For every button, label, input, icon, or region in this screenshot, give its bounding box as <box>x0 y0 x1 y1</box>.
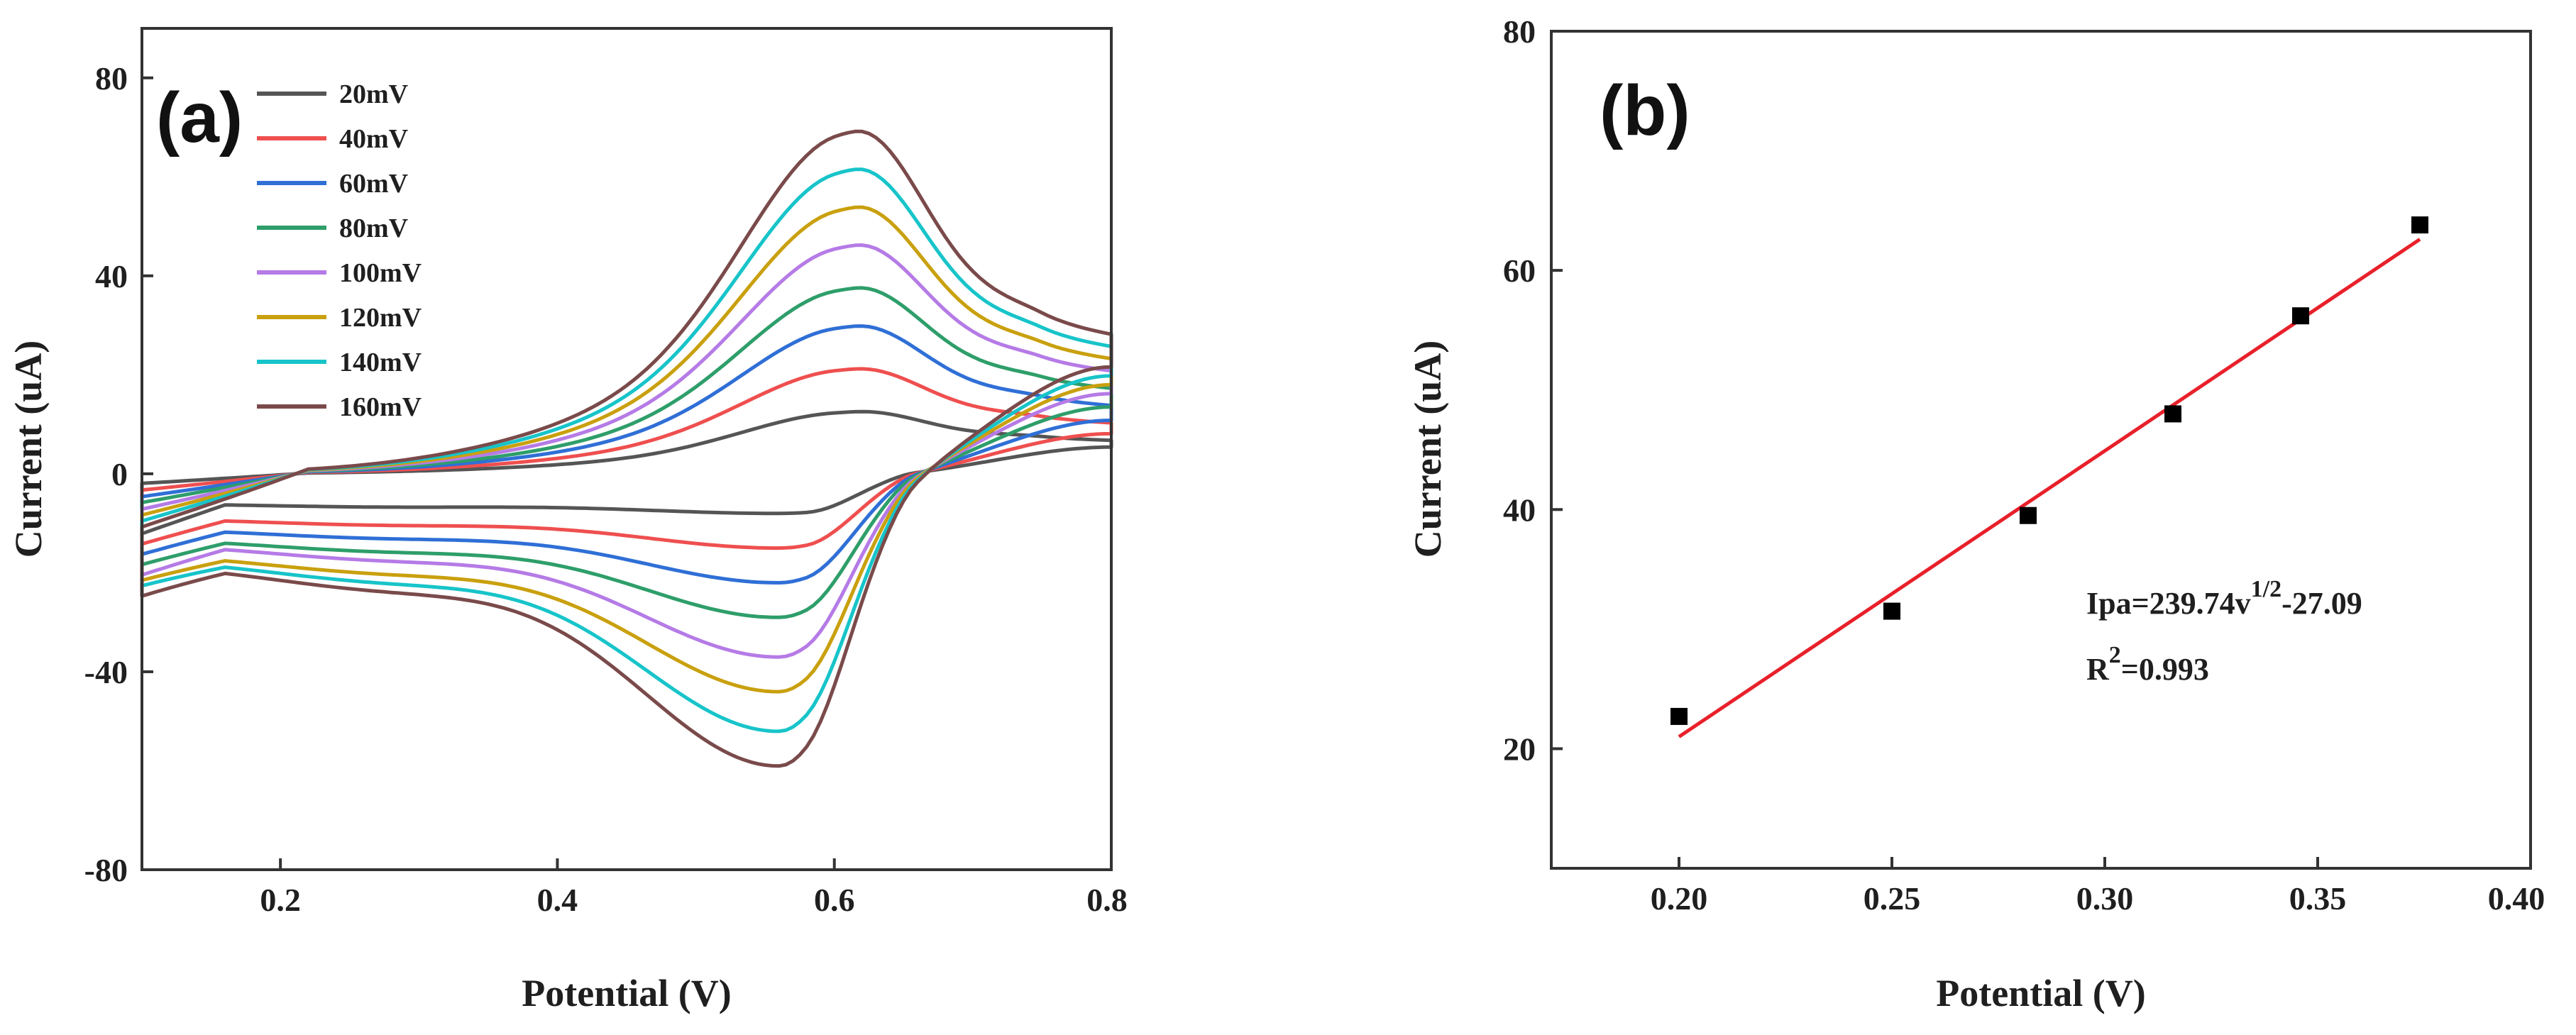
legend-label-160mV: 160mV <box>339 392 422 422</box>
y-tick-label: 80 <box>1503 13 1536 50</box>
panel-b-plot-frame <box>1550 30 2532 870</box>
data-point <box>2020 507 2037 524</box>
legend-label-140mV: 140mV <box>339 348 422 377</box>
data-point <box>2411 216 2428 234</box>
y-tick-label: -40 <box>84 654 128 690</box>
y-tick-label: 0 <box>111 456 128 492</box>
panel-a-ticks: 0.2 0.4 0.6 0.8 -80 -40 0 40 80 <box>84 60 1128 918</box>
y-tick-label: 40 <box>95 258 128 294</box>
panel-b-chart: 0.20 0.25 0.30 0.35 0.40 20 40 60 80 (b) Potenti… <box>1407 13 2545 1014</box>
panel-b-label: (b) <box>1600 71 1690 150</box>
panel-a-chart: 0.2 0.4 0.6 0.8 -80 -40 0 40 80 20mV 40mV 60mV 80mV… <box>7 27 1128 1014</box>
y-tick-label: 80 <box>95 60 128 96</box>
data-point <box>1670 707 1688 725</box>
panel-a-label: (a) <box>156 78 243 157</box>
legend-label-20mV: 20mV <box>339 79 409 109</box>
legend-label-100mV: 100mV <box>339 258 422 288</box>
data-point <box>2164 405 2181 423</box>
data-point <box>2292 307 2309 325</box>
x-tick-label: 0.35 <box>2289 880 2347 917</box>
panel-b-x-axis-label: Potential (V) <box>1936 972 2145 1014</box>
x-tick-label: 0.2 <box>260 882 301 918</box>
panel-a-y-axis-label: Current (uA) <box>7 341 50 558</box>
x-tick-label: 0.30 <box>2076 880 2134 917</box>
data-point <box>1883 602 1900 620</box>
panel-a-plot-frame <box>141 27 1113 871</box>
fit-equation-sup: 1/2 <box>2251 576 2281 602</box>
x-tick-label: 0.6 <box>814 882 855 918</box>
y-tick-label: 20 <box>1503 731 1536 767</box>
r-squared-main: R <box>2086 652 2110 687</box>
panel-a-legend: 20mV 40mV 60mV 80mV 100mV 120mV 140mV 160mV <box>257 79 422 422</box>
panel-b-y-axis-label: Current (uA) <box>1407 341 1449 558</box>
panel-a-x-axis-label: Potential (V) <box>522 972 731 1014</box>
fit-equation: Ipa=239.74v1/2-27.09 <box>2086 576 2362 621</box>
legend-label-60mV: 60mV <box>339 169 409 199</box>
legend-label-40mV: 40mV <box>339 124 409 154</box>
legend-label-120mV: 120mV <box>339 303 422 333</box>
fit-equation-main: Ipa=239.74v <box>2086 586 2251 621</box>
cv-curve-20mV <box>140 409 1113 536</box>
x-tick-label: 0.25 <box>1864 880 1921 917</box>
x-tick-label: 0.40 <box>2488 880 2545 917</box>
r-squared-sup: 2 <box>2109 642 2121 668</box>
panel-b-ticks: 0.20 0.25 0.30 0.35 0.40 20 40 60 80 <box>1503 13 2545 917</box>
y-tick-label: -80 <box>84 852 128 888</box>
legend-label-80mV: 80mV <box>339 214 409 243</box>
x-tick-label: 0.8 <box>1086 882 1128 918</box>
x-tick-label: 0.20 <box>1651 880 1708 917</box>
panel-b-data <box>1670 216 2428 738</box>
x-tick-label: 0.4 <box>537 882 578 918</box>
y-tick-label: 40 <box>1503 492 1536 528</box>
r-squared: R2=0.993 <box>2086 642 2209 687</box>
r-squared-rest: =0.993 <box>2121 652 2209 687</box>
y-tick-label: 60 <box>1503 253 1536 289</box>
fit-equation-rest: -27.09 <box>2281 586 2362 621</box>
